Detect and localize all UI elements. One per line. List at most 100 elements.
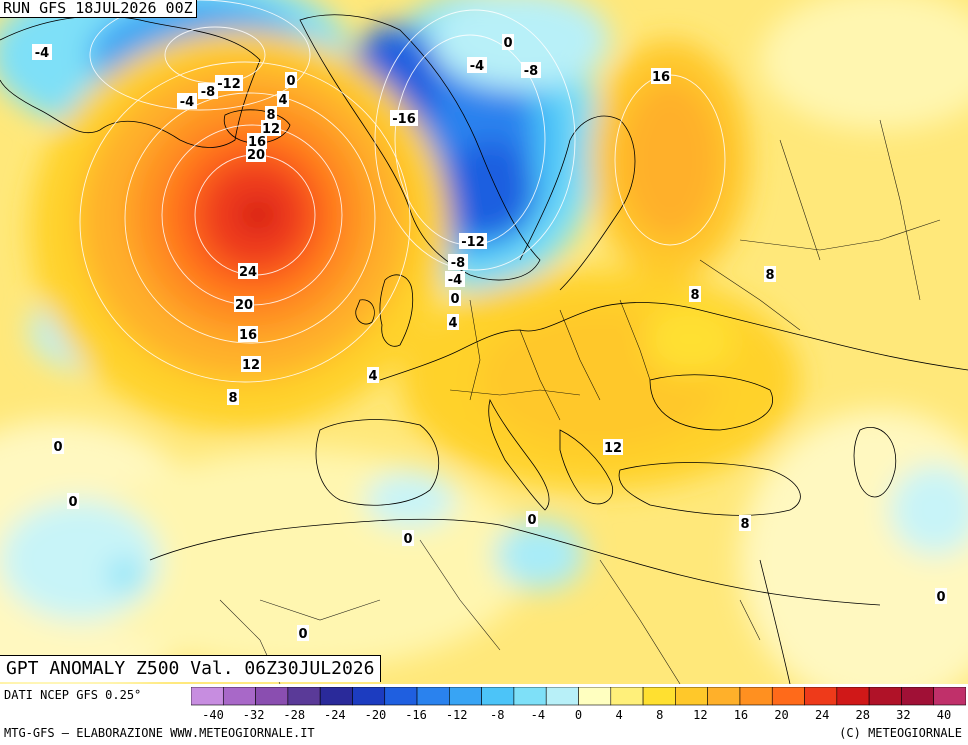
colorbar-swatch — [901, 687, 935, 706]
anomaly-field — [0, 0, 968, 684]
colorbar-tick-label: 28 — [856, 708, 870, 722]
contour-label: 4 — [447, 314, 459, 331]
colorbar-swatch — [222, 687, 256, 706]
colorbar-swatch — [771, 687, 805, 706]
contour-label-text: 8 — [228, 391, 237, 406]
contour-label-text: 20 — [235, 298, 253, 313]
colorbar-tick-label: -12 — [446, 708, 468, 722]
colorbar-tick-label: 4 — [615, 708, 622, 722]
run-label: RUN GFS 18JUL2026 00Z — [0, 0, 197, 18]
contour-label: 0 — [935, 588, 947, 605]
contour-label-text: 0 — [286, 74, 295, 89]
contour-label-text: 0 — [527, 513, 536, 528]
contour-label: -12 — [459, 233, 487, 250]
colorbar-tick-label: -4 — [531, 708, 545, 722]
colorbar-swatch — [513, 687, 547, 706]
contour-label: 0 — [526, 511, 538, 528]
colorbar-tick-label: -32 — [243, 708, 265, 722]
contour-label: 8 — [265, 106, 277, 123]
colorbar-tick-label: 32 — [896, 708, 910, 722]
colorbar-swatch — [675, 687, 708, 706]
colorbar-tick-label: -28 — [283, 708, 305, 722]
colorbar-swatch — [707, 687, 741, 706]
contour-label-text: -4 — [180, 95, 194, 110]
contour-label-text: -8 — [524, 64, 538, 79]
contour-label-text: -4 — [448, 273, 462, 288]
colorbar-swatch — [287, 687, 321, 706]
footer: DATI NCEP GFS 0.25° -40 -32 -28 -24 -20 -16 -1… — [0, 684, 968, 745]
colorbar-tick-label: 8 — [656, 708, 663, 722]
colorbar-swatch — [416, 687, 450, 706]
contour-label-text: 0 — [403, 532, 412, 547]
contour-label: 0 — [52, 438, 64, 455]
contour-label-text: -4 — [35, 46, 49, 61]
contour-label: 0 — [449, 290, 461, 307]
colorbar-swatch — [739, 687, 773, 706]
colorbar-swatch — [642, 687, 676, 706]
colorbar-tick-label: -16 — [405, 708, 427, 722]
colorbar-tick-label: -24 — [324, 708, 346, 722]
contour-label: 8 — [739, 515, 751, 532]
colorbar-swatch — [481, 687, 515, 706]
colorbar-swatch — [610, 687, 644, 706]
contour-label: -8 — [198, 83, 218, 100]
country-borders — [219, 119, 941, 684]
contour-label: -4 — [32, 44, 52, 61]
contour-label-text: 4 — [368, 369, 377, 384]
colorbar-swatch — [384, 687, 418, 706]
colorbar-tick-label: 20 — [774, 708, 788, 722]
contour-label-text: 16 — [652, 70, 670, 85]
colorbar-swatch — [933, 687, 966, 706]
credit-left: MTG-GFS – ELABORAZIONE WWW.METEOGIORNALE… — [4, 726, 315, 740]
contour-label-text: -16 — [392, 112, 416, 127]
colorbar: -40 -32 -28 -24 -20 -16 -12 -8 -4 0 4 8 12 16 20 24 28 32… — [191, 687, 966, 722]
contour-label: 12 — [603, 439, 623, 456]
contour-label-text: -12 — [217, 77, 241, 92]
contour-label: -4 — [467, 57, 487, 74]
colorbar-tick-label: -8 — [490, 708, 504, 722]
contour-label-text: -4 — [470, 59, 484, 74]
colorbar-swatch — [868, 687, 902, 706]
contour-label: -4 — [445, 271, 465, 288]
coastlines — [0, 14, 968, 684]
contour-label-text: 0 — [68, 495, 77, 510]
contour-label-text: 0 — [503, 36, 512, 51]
contour-label-text: 4 — [448, 316, 457, 331]
contour-label: 8 — [689, 286, 701, 303]
map-title: GPT ANOMALY Z500 Val. 06Z30JUL2026 — [0, 655, 382, 682]
colorbar-tick-label: 0 — [575, 708, 582, 722]
colorbar-swatch — [255, 687, 289, 706]
colorbar-tick-label: 16 — [734, 708, 748, 722]
colorbar-tick-label: 40 — [937, 708, 951, 722]
contour-lines — [79, 0, 726, 383]
colorbar-swatch — [545, 687, 579, 706]
colorbar-swatch — [804, 687, 838, 706]
contour-label: 0 — [502, 34, 514, 51]
contour-label: 0 — [67, 493, 79, 510]
contour-label-text: -8 — [451, 256, 465, 271]
contour-label-text: 12 — [604, 441, 622, 456]
contour-label: 4 — [367, 367, 379, 384]
contour-label: 8 — [227, 389, 239, 406]
contour-label: -16 — [390, 110, 418, 127]
contour-label-text: 20 — [247, 148, 265, 163]
contour-label: 16 — [238, 326, 258, 343]
contour-label-text: 8 — [266, 108, 275, 123]
contour-label-text: 4 — [278, 93, 287, 108]
contour-label: 24 — [238, 263, 258, 280]
data-source: DATI NCEP GFS 0.25° — [4, 688, 142, 702]
colorbar-swatch — [578, 687, 612, 706]
colorbar-swatch — [449, 687, 482, 706]
colorbar-swatch — [191, 687, 224, 706]
contour-label: 0 — [297, 625, 309, 642]
contour-label: 20 — [234, 296, 254, 313]
contour-label: -4 — [177, 93, 197, 110]
colorbar-tick-label: 24 — [815, 708, 829, 722]
contour-label: -12 — [215, 75, 243, 92]
colorbar-tick-label: 12 — [693, 708, 707, 722]
contour-label-text: -8 — [201, 85, 215, 100]
contour-label-text: 12 — [242, 358, 260, 373]
